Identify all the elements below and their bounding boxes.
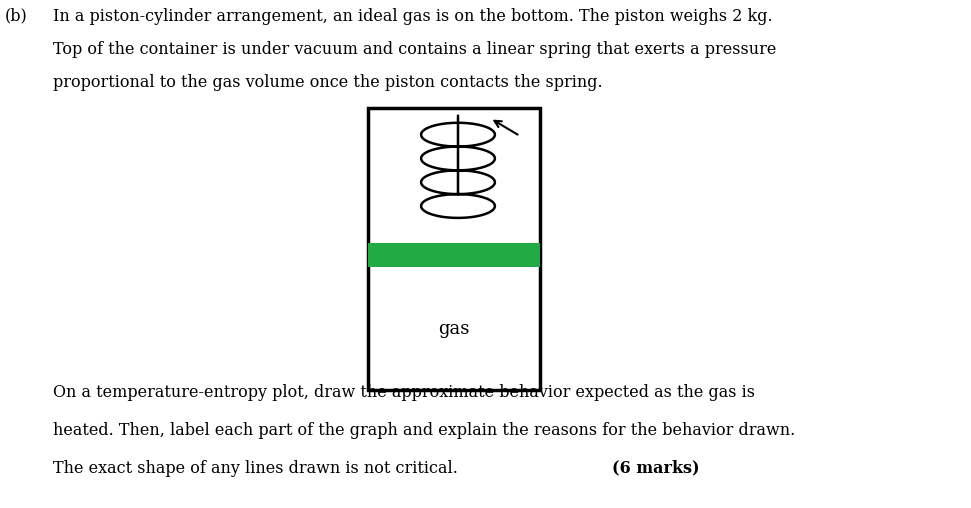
Text: (6 marks): (6 marks) bbox=[612, 460, 699, 477]
Text: (b): (b) bbox=[5, 8, 27, 24]
Text: proportional to the gas volume once the piston contacts the spring.: proportional to the gas volume once the … bbox=[53, 74, 603, 90]
Text: In a piston-cylinder arrangement, an ideal gas is on the bottom. The piston weig: In a piston-cylinder arrangement, an ide… bbox=[53, 8, 773, 24]
Bar bbox=[368, 243, 540, 267]
Text: On a temperature-entropy plot, draw the approximate behavior expected as the gas: On a temperature-entropy plot, draw the … bbox=[53, 384, 755, 400]
Bar bbox=[368, 108, 540, 390]
Text: heated. Then, label each part of the graph and explain the reasons for the behav: heated. Then, label each part of the gra… bbox=[53, 422, 795, 438]
Text: The exact shape of any lines drawn is not critical.: The exact shape of any lines drawn is no… bbox=[53, 460, 463, 477]
Text: gas: gas bbox=[438, 320, 470, 337]
Text: Top of the container is under vacuum and contains a linear spring that exerts a : Top of the container is under vacuum and… bbox=[53, 41, 777, 57]
